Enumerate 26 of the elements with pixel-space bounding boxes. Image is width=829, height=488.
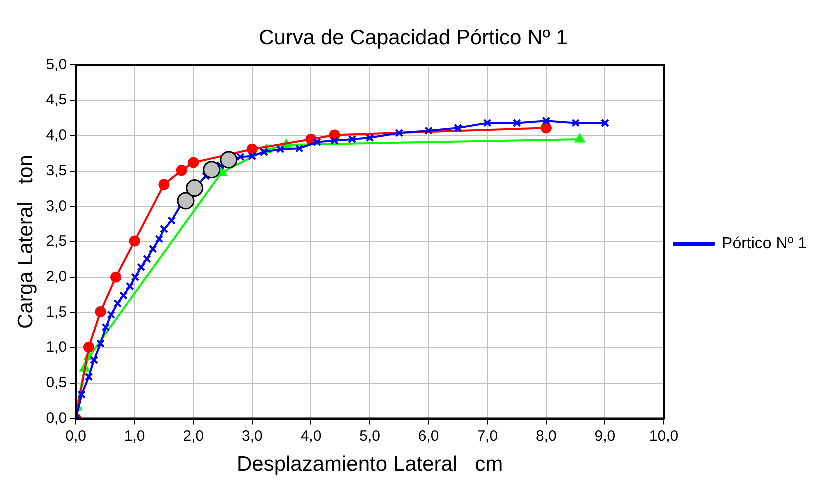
y-tick-label: 1,5 xyxy=(46,304,68,321)
x-tick-label: 7,0 xyxy=(477,428,498,445)
x-tick-label: 6,0 xyxy=(418,428,440,445)
y-tick-label: 4,5 xyxy=(46,92,68,109)
y-tick-label: 2,0 xyxy=(46,268,68,286)
x-tick-label: 9,0 xyxy=(594,428,616,445)
y-axis-title: Carga Lateral ton xyxy=(14,155,38,329)
x-tick-label: 10,0 xyxy=(649,428,679,445)
legend-label: Pórtico Nº 1 xyxy=(722,235,808,252)
x-axis-title: Desplazamiento Lateral cm xyxy=(236,453,504,476)
chart-title: Curva de Capacidad Pórtico Nº 1 xyxy=(259,26,568,50)
y-tick-label: 3,5 xyxy=(46,162,68,180)
x-tick-label: 2,0 xyxy=(183,428,204,445)
x-tick-label: 1,0 xyxy=(124,428,146,445)
y-tick-label: 5,0 xyxy=(46,56,68,74)
y-tick-label: 1,0 xyxy=(46,339,68,356)
y-tick-label: 0,0 xyxy=(46,410,68,427)
x-tick-label: 0,0 xyxy=(66,428,86,445)
y-tick-label: 2,5 xyxy=(46,233,68,250)
x-tick-label: 5,0 xyxy=(360,428,380,445)
x-tick-label: 4,0 xyxy=(300,428,322,445)
x-tick-label: 3,0 xyxy=(242,428,263,445)
x-tick-label: 8,0 xyxy=(536,428,557,445)
y-tick-label: 4,0 xyxy=(46,127,68,144)
y-tick-label: 3,0 xyxy=(46,198,68,215)
y-tick-label: 0,5 xyxy=(46,374,68,392)
